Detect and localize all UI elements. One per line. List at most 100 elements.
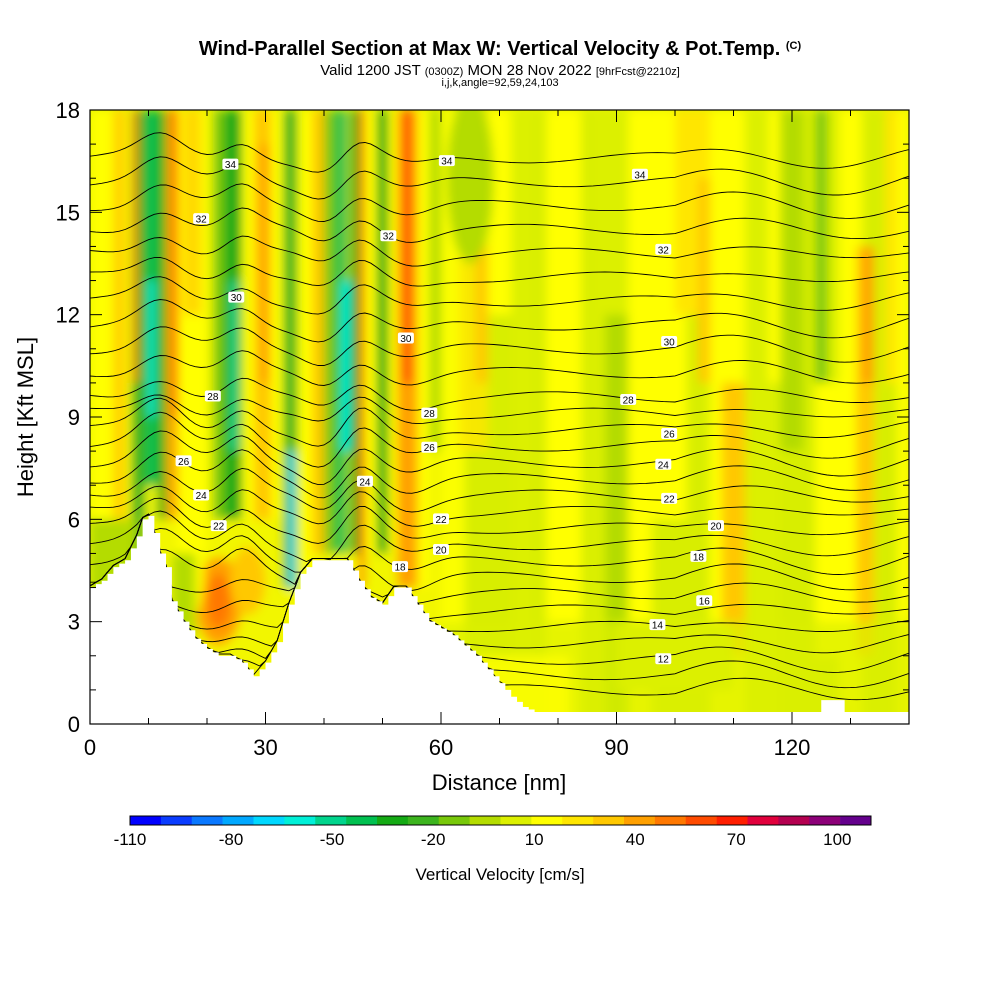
colorbar-tick-label: -20: [421, 830, 446, 849]
theta-label-bg: [631, 168, 648, 180]
theta-label: 32: [383, 232, 395, 243]
colorbar-swatch: [253, 816, 285, 825]
theta-isentrope: [90, 449, 909, 499]
colorbar-swatch: [840, 816, 872, 825]
colorbar-tick-label: 100: [823, 830, 851, 849]
y-tick-label: 12: [56, 303, 80, 328]
theta-label-bg: [655, 458, 672, 470]
theta-label-bg: [433, 544, 449, 556]
colorbar-swatch: [315, 816, 347, 825]
theta-label-bg: [193, 213, 210, 225]
velocity-blob: [230, 546, 266, 615]
theta-label: 22: [435, 515, 447, 526]
colorbar-swatch: [346, 816, 378, 825]
chart-title-main: Wind-Parallel Section at Max W: Vertical…: [198, 38, 781, 60]
theta-isentrope: [90, 276, 909, 315]
velocity-band: [511, 110, 535, 724]
valid-utc: (0300Z): [424, 66, 464, 78]
velocity-band: [157, 110, 167, 520]
velocity-band: [297, 110, 313, 588]
theta-isentrope: [90, 497, 909, 544]
velocity-band: [132, 110, 138, 383]
theta-label: 26: [178, 457, 190, 468]
colorbar-swatch: [593, 816, 625, 825]
velocity-blob: [207, 573, 231, 629]
theta-label-bg: [204, 390, 221, 402]
theta-label: 28: [424, 409, 436, 420]
plot-area: 34 34 34 32 32 32 30 30 30 28 28 28 26 26 26 24 24 24 22 22…: [90, 110, 909, 724]
y-tick-label: 9: [68, 405, 80, 430]
colorbar-tick-label: -110: [114, 830, 147, 849]
theta-label: 18: [693, 552, 705, 563]
theta-isentrope: [90, 467, 909, 513]
velocity-band: [721, 382, 746, 656]
theta-label-bg: [649, 619, 666, 631]
y-tick-label: 3: [68, 610, 80, 635]
y-tick-label: 15: [56, 200, 80, 225]
theta-label-bg: [655, 653, 672, 665]
theta-label-bg: [380, 230, 397, 242]
velocity-band: [815, 382, 839, 656]
velocity-band: [388, 110, 398, 554]
theta-isentrope: [90, 207, 909, 243]
velocity-band: [212, 110, 225, 520]
theta-label: 32: [196, 215, 208, 226]
x-tick-label: 120: [774, 735, 811, 760]
velocity-band: [359, 110, 365, 588]
theta-label: 28: [623, 395, 635, 406]
theta-label: 12: [658, 655, 670, 666]
velocity-band: [476, 246, 488, 383]
colorbar-title: Vertical Velocity [cm/s]: [415, 865, 584, 884]
y-tick-label: 0: [68, 712, 80, 737]
theta-isentrope: [90, 513, 909, 591]
theta-isentrope: [90, 513, 909, 673]
colorbar-swatch: [191, 816, 223, 825]
theta-isentrope: [90, 430, 909, 486]
terrain-mask: [90, 515, 909, 724]
velocity-band: [616, 621, 734, 690]
velocity-band: [113, 110, 126, 520]
chart-subtitle: Valid 1200 JST (0300Z) MON 28 Nov 2022 […: [0, 62, 1000, 79]
theta-label: 16: [699, 597, 711, 608]
theta-label: 34: [225, 160, 237, 171]
theta-label-bg: [707, 520, 724, 532]
theta-isentrope: [90, 513, 909, 620]
axes: 0 30 60 90 120 0 3 6 9 12 15 18: [56, 98, 909, 760]
theta-label-bg: [690, 550, 707, 562]
theta-label-bg: [620, 393, 637, 405]
velocity-band: [360, 451, 364, 561]
x-tick-label: 30: [253, 735, 277, 760]
colorbar-swatch: [284, 816, 316, 825]
theta-label: 30: [400, 334, 412, 345]
colorbar-swatch: [716, 816, 748, 825]
x-tick-label: 0: [84, 735, 96, 760]
theta-label: 26: [664, 430, 676, 441]
colorbar-swatch: [747, 816, 779, 825]
colorbar-swatch: [377, 816, 409, 825]
theta-label: 34: [441, 157, 453, 168]
colorbar-swatch: [562, 816, 594, 825]
theta-label-bg: [228, 291, 245, 303]
velocity-band: [230, 280, 239, 452]
valid-date: MON 28 Nov 2022: [467, 62, 592, 79]
theta-isentrope: [90, 513, 909, 654]
theta-label-bg: [392, 561, 409, 573]
theta-isentrope: [90, 257, 909, 287]
theta-isentrope: [90, 397, 909, 447]
theta-label-bg: [661, 335, 678, 347]
theta-isentrope: [90, 485, 909, 527]
theta-isentrope: [90, 132, 909, 173]
theta-isentrope: [90, 183, 909, 222]
valid-time: Valid 1200 JST: [320, 62, 421, 79]
theta-isentrope: [90, 513, 909, 575]
theta-label-bg: [655, 243, 672, 255]
theta-label-bg: [397, 332, 414, 344]
velocity-band: [364, 110, 377, 554]
theta-isentrope: [90, 411, 909, 468]
colorbar-swatch: [809, 816, 841, 825]
grid-indices: i,j,k,angle=92,59,24,103: [441, 77, 559, 89]
theta-label: 26: [424, 443, 436, 454]
theta-label-bg: [210, 520, 227, 532]
theta-label: 18: [394, 563, 406, 574]
